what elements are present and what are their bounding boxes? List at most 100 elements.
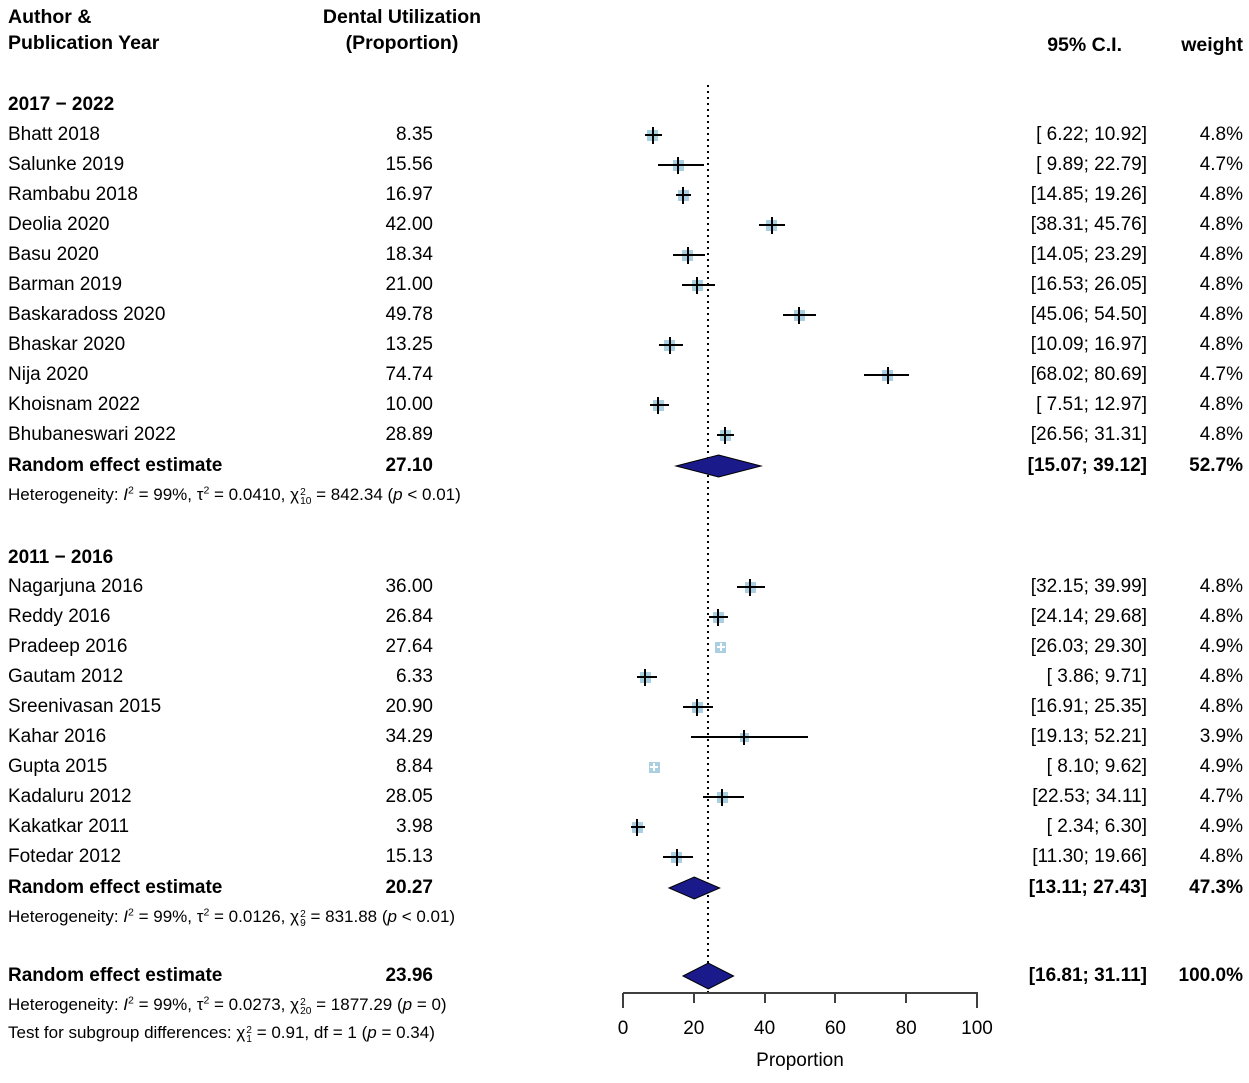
- study-row-estimate: 26.84: [385, 606, 433, 627]
- ci-line: [681, 284, 716, 286]
- study-row-weight: 4.8%: [1199, 576, 1243, 597]
- column-header-effect: Dental Utilization (Proportion): [292, 4, 512, 56]
- study-row-estimate: 28.89: [385, 424, 433, 445]
- study-row-estimate: 10.00: [385, 394, 433, 415]
- study-row-weight: 4.7%: [1199, 364, 1243, 385]
- ci-line: [672, 254, 706, 256]
- study-row-ci: [ 3.86; 9.71]: [1046, 666, 1147, 687]
- ci-line: [863, 374, 909, 376]
- x-axis-tick-label: 20: [683, 1018, 705, 1039]
- ci-line: [631, 826, 646, 828]
- x-axis-tick: [622, 993, 624, 1008]
- x-axis-tick: [763, 993, 766, 1003]
- study-row-author: Sreenivasan 2015: [8, 696, 162, 717]
- estimate-tick: [770, 216, 773, 234]
- study-row-ci: [45.06; 54.50]: [1030, 304, 1147, 325]
- study-row-author: Baskaradoss 2020: [8, 304, 166, 325]
- study-row-estimate: 21.00: [385, 274, 433, 295]
- study-row-author: Nija 2020: [8, 364, 89, 385]
- estimate-tick: [686, 246, 689, 264]
- study-row-ci: [11.30; 19.66]: [1032, 846, 1147, 867]
- study-row-author: Deolia 2020: [8, 214, 110, 235]
- study-row-ci: [ 2.34; 6.30]: [1046, 816, 1147, 837]
- x-axis-tick: [905, 993, 908, 1003]
- estimate-tick: [675, 848, 678, 866]
- summary-row-estimate: 20.27: [385, 877, 433, 898]
- estimate-tick: [749, 578, 752, 596]
- study-row-estimate: 8.35: [396, 124, 433, 145]
- study-row-weight: 4.8%: [1199, 424, 1243, 445]
- x-axis-tick-label: 40: [754, 1018, 776, 1039]
- group-label: 2011 − 2016: [8, 547, 114, 568]
- summary-row-weight: 100.0%: [1178, 965, 1243, 986]
- study-row-estimate: 16.97: [385, 184, 433, 205]
- summary-row-estimate: 27.10: [385, 455, 433, 476]
- x-axis-tick-label: 0: [617, 1018, 629, 1039]
- estimate-tick: [696, 276, 699, 294]
- study-row-author: Fotedar 2012: [8, 846, 122, 867]
- study-row-author: Kadaluru 2012: [8, 786, 132, 807]
- x-axis-tick: [976, 993, 978, 1008]
- study-row-author: Khoisnam 2022: [8, 394, 141, 415]
- study-row-author: Kakatkar 2011: [8, 816, 130, 837]
- estimate-tick: [677, 156, 680, 174]
- column-header-weight: weight: [1181, 34, 1243, 56]
- study-row-ci: [16.53; 26.05]: [1030, 274, 1147, 295]
- x-axis-tick-label: 100: [961, 1018, 993, 1039]
- study-row-estimate: 3.98: [396, 816, 433, 837]
- summary-row-label: Random effect estimate: [8, 877, 223, 898]
- summary-row-weight: 52.7%: [1189, 455, 1243, 476]
- x-axis-line: [623, 992, 978, 994]
- study-row-author: Bhubaneswari 2022: [8, 424, 176, 445]
- study-row-ci: [ 7.51; 12.97]: [1036, 394, 1147, 415]
- study-row-ci: [38.31; 45.76]: [1030, 214, 1147, 235]
- study-row-weight: 4.8%: [1199, 394, 1243, 415]
- summary-row-ci: [13.11; 27.43]: [1028, 877, 1147, 898]
- column-header-author: Author & Publication Year: [8, 4, 159, 56]
- study-row-weight: 4.8%: [1199, 846, 1243, 867]
- study-row-estimate: 74.74: [385, 364, 433, 385]
- summary-row-label: Random effect estimate: [8, 455, 223, 476]
- study-row-author: Pradeep 2016: [8, 636, 128, 657]
- study-row-ci: [26.03; 29.30]: [1030, 636, 1147, 657]
- estimate-tick: [798, 306, 801, 324]
- study-row-ci: [14.05; 23.29]: [1030, 244, 1147, 265]
- estimate-tick: [651, 126, 654, 144]
- study-row-weight: 4.8%: [1199, 274, 1243, 295]
- estimate-tick: [717, 608, 719, 626]
- estimate-marker-white-v: [719, 643, 722, 651]
- estimate-tick: [724, 426, 727, 444]
- study-row-ci: [14.85; 19.26]: [1030, 184, 1147, 205]
- estimate-marker-white-v: [653, 763, 656, 771]
- study-row-estimate: 18.34: [385, 244, 433, 265]
- study-row-ci: [ 9.89; 22.79]: [1036, 154, 1147, 175]
- study-row-author: Kahar 2016: [8, 726, 107, 747]
- study-row-estimate: 6.33: [396, 666, 433, 687]
- x-axis-tick: [834, 993, 837, 1003]
- study-row-author: Barman 2019: [8, 274, 123, 295]
- study-row-author: Basu 2020: [8, 244, 99, 265]
- ci-line: [690, 736, 808, 738]
- summary-row-label: Random effect estimate: [8, 965, 223, 986]
- study-row-author: Gautam 2012: [8, 666, 124, 687]
- study-row-weight: 4.7%: [1199, 154, 1243, 175]
- study-row-weight: 4.9%: [1199, 756, 1243, 777]
- study-row-weight: 4.8%: [1199, 606, 1243, 627]
- study-row-ci: [ 8.10; 9.62]: [1046, 756, 1147, 777]
- ci-line: [702, 796, 744, 798]
- ci-line: [636, 676, 658, 678]
- study-row-weight: 4.7%: [1199, 786, 1243, 807]
- study-row-weight: 4.8%: [1199, 304, 1243, 325]
- x-axis-tick: [692, 993, 695, 1003]
- study-row-weight: 4.8%: [1199, 184, 1243, 205]
- study-row-ci: [19.13; 52.21]: [1030, 726, 1147, 747]
- estimate-tick: [743, 729, 746, 745]
- study-row-estimate: 36.00: [385, 576, 433, 597]
- estimate-tick: [682, 186, 685, 204]
- study-row-author: Salunke 2019: [8, 154, 125, 175]
- study-row-estimate: 34.29: [385, 726, 433, 747]
